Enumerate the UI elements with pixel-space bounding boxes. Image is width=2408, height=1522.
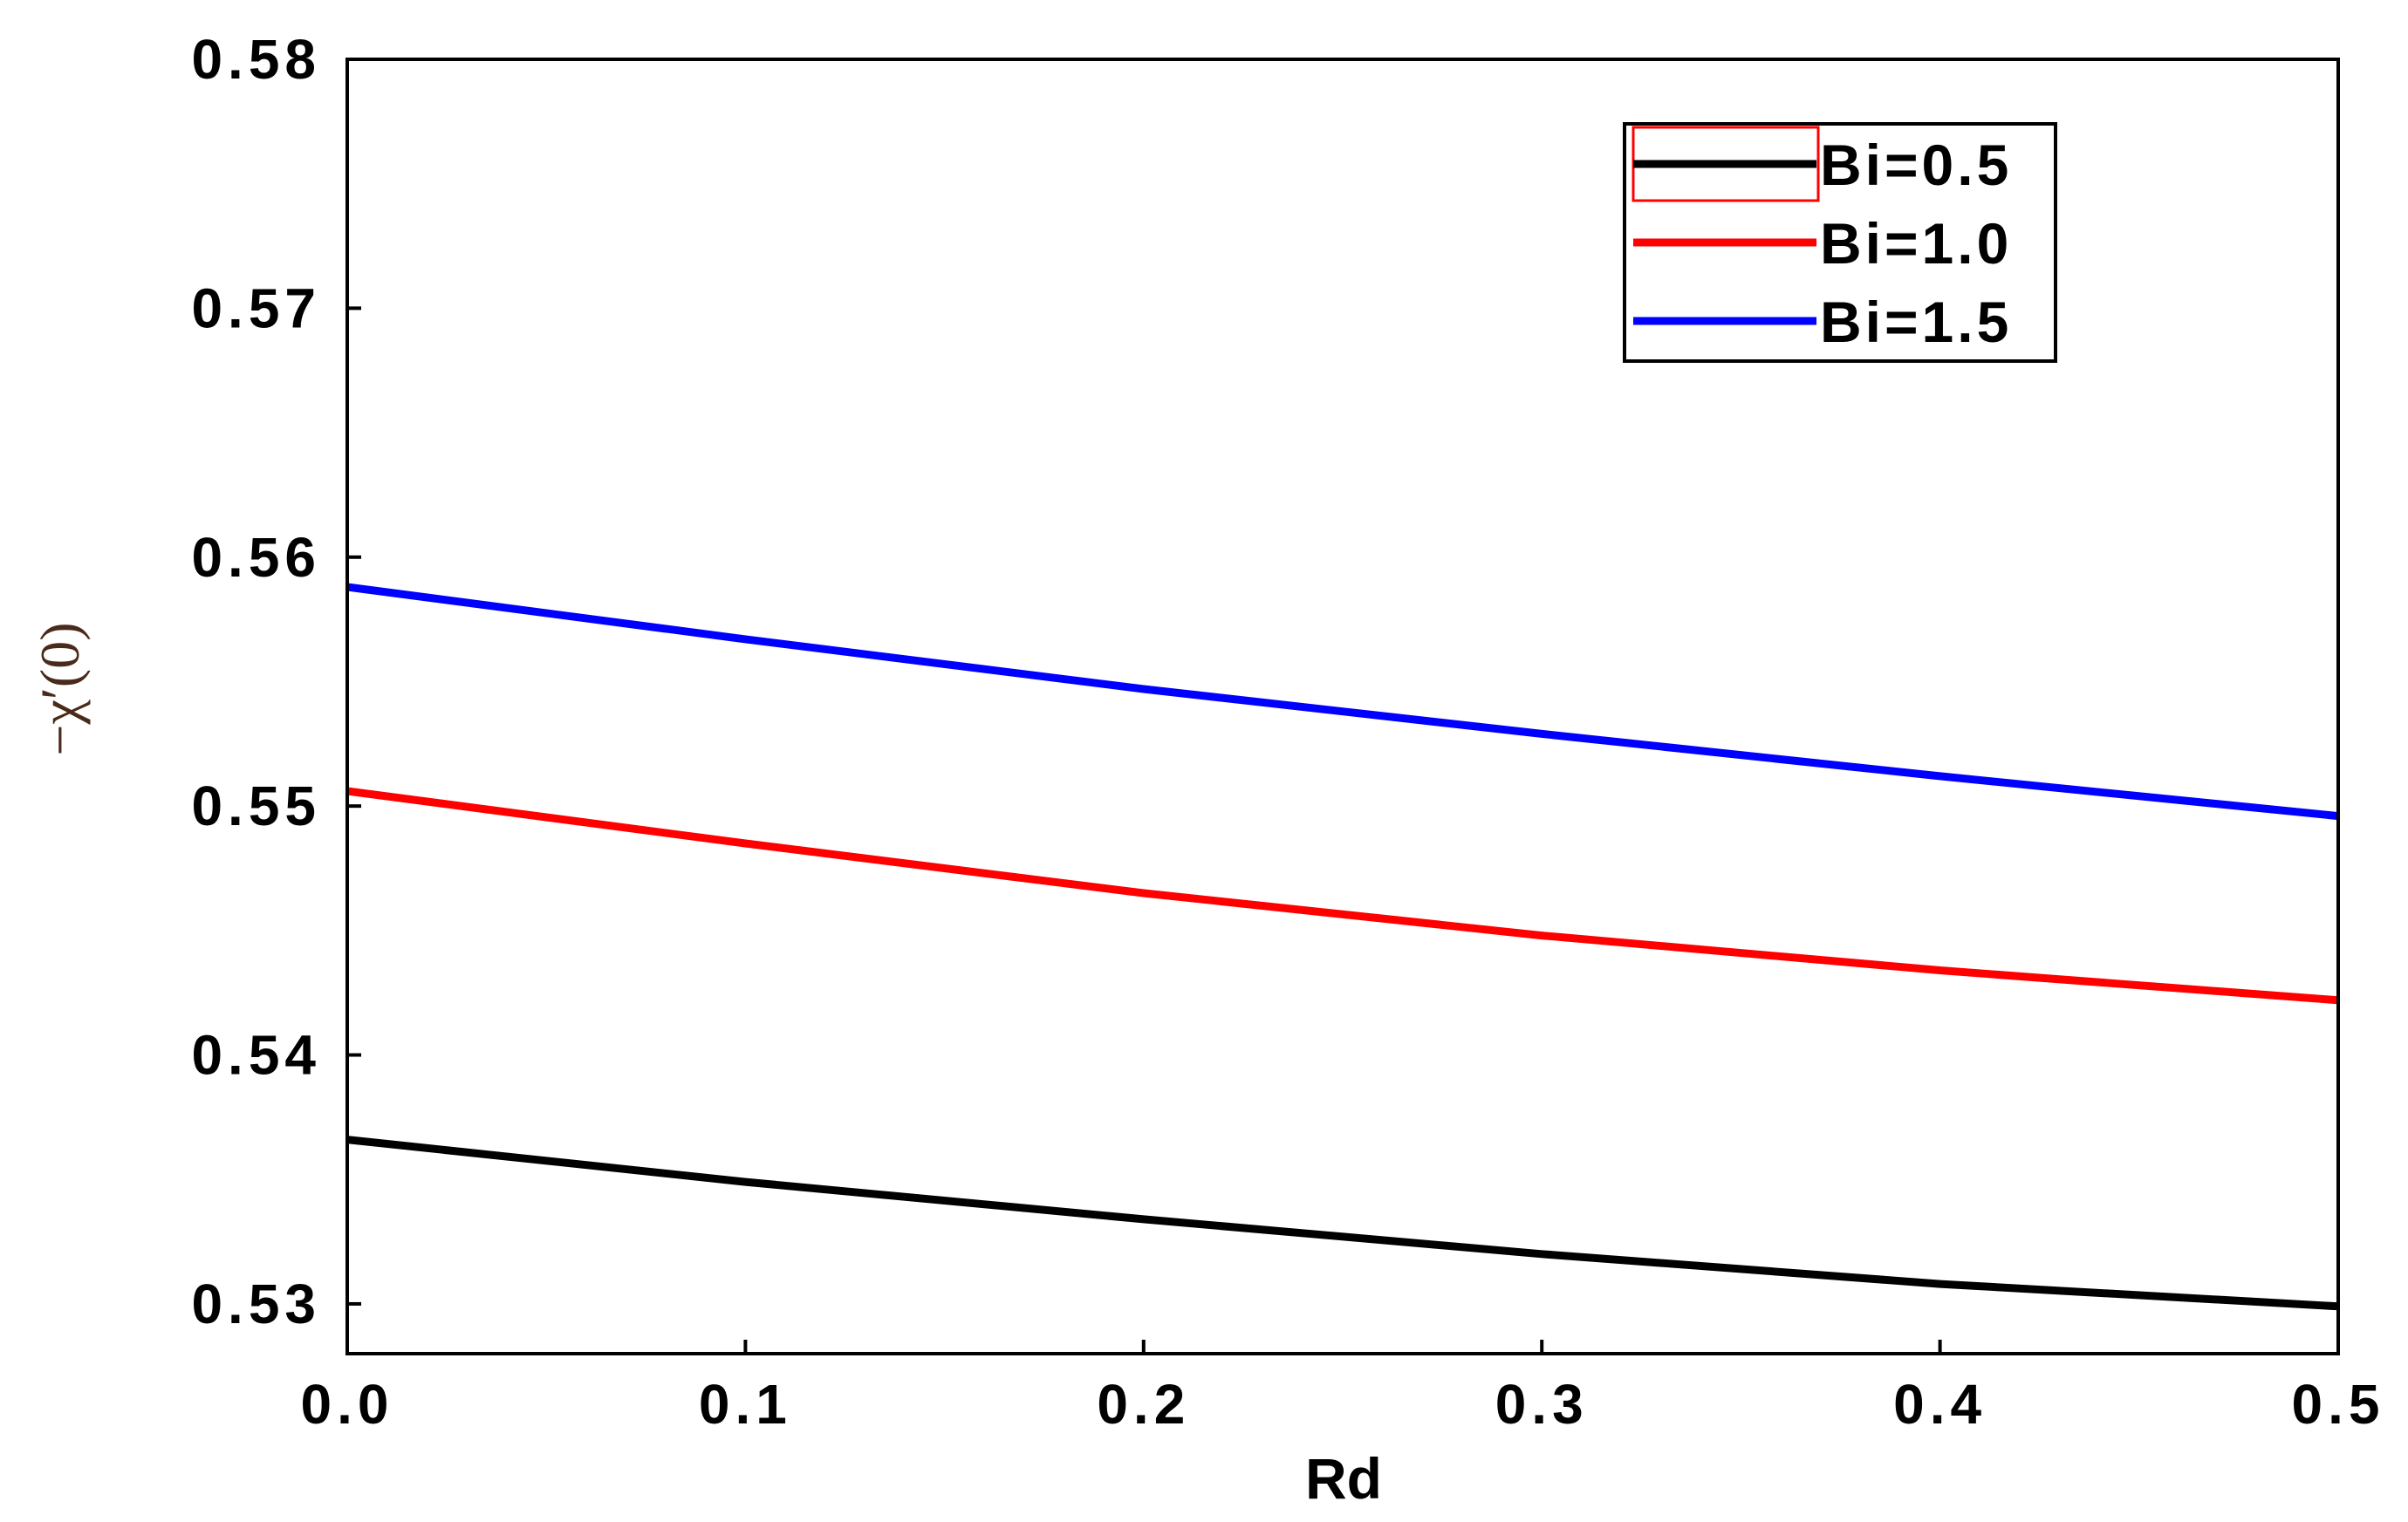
y-tick-label: 0.58	[191, 28, 321, 91]
series-line-3	[346, 583, 2339, 821]
legend: Bi=0.5 Bi=1.0 Bi=1.5	[1623, 122, 2057, 363]
x-axis-title: Rd	[1305, 1446, 1382, 1511]
y-axis-title: −χ′(0)	[29, 622, 91, 755]
legend-entries: Bi=0.5 Bi=1.0 Bi=1.5	[1633, 133, 2012, 354]
x-tick-label: 0.3	[1495, 1373, 1589, 1436]
y-tick-label: 0.55	[191, 775, 321, 837]
legend-label-1: Bi=0.5	[1820, 133, 2012, 197]
y-tick-label: 0.57	[191, 276, 321, 339]
x-tick-label: 0.0	[301, 1373, 394, 1436]
plot-area-frame	[345, 58, 2340, 1355]
y-tick-label: 0.53	[191, 1273, 321, 1335]
legend-label-2: Bi=1.0	[1820, 211, 2012, 276]
x-tick-label: 0.4	[1893, 1373, 1987, 1436]
series-line-1	[346, 1136, 2339, 1311]
y-tick-label: 0.54	[191, 1024, 321, 1087]
x-tick-label: 0.5	[2292, 1373, 2385, 1436]
series-layer	[346, 583, 2339, 1311]
tick-layer: 0.0 0.1 0.2 0.3 0.4 0.5 0.53 0.54 0.55 0.56 0.57 0.…	[191, 28, 2385, 1436]
x-tick-label: 0.2	[1097, 1373, 1190, 1436]
y-tick-label: 0.56	[191, 526, 321, 589]
x-tick-label: 0.1	[699, 1373, 792, 1436]
series-line-2	[346, 787, 2339, 1005]
legend-label-3: Bi=1.5	[1820, 290, 2012, 354]
